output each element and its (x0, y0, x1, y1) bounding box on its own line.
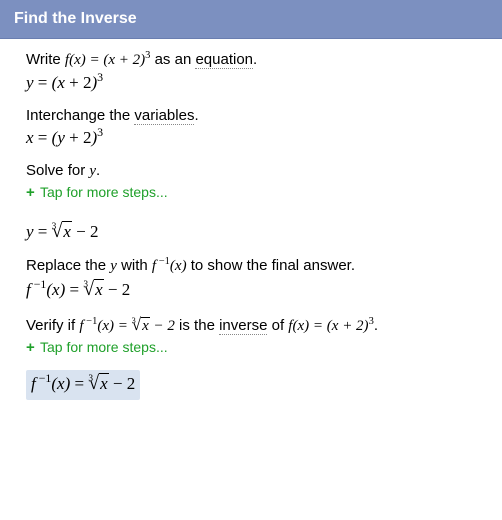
term-inverse-link[interactable]: inverse (219, 317, 267, 335)
math-inline: y (110, 258, 117, 274)
term-equation-link[interactable]: equation (195, 51, 253, 69)
expand-label: Tap for more steps... (40, 184, 168, 200)
step-1-desc: Write f(x) = (x + 2)3 as an equation. (26, 51, 476, 69)
text: . (96, 162, 100, 179)
content-area: Write f(x) = (x + 2)3 as an equation. y … (0, 39, 502, 400)
step-2-desc: Interchange the variables. (26, 107, 476, 124)
math-inline: f(x) = (x + 2)3 (288, 318, 374, 334)
step-4-desc: Replace the y with f −1(x) to show the f… (26, 257, 476, 275)
text: with (117, 257, 152, 274)
step-4-result: f −1(x) = 3√x − 2 (26, 279, 130, 301)
text: . (253, 51, 257, 68)
step-3-desc: Solve for y. (26, 162, 476, 180)
step-5-desc: Verify if f −1(x) = 3√x − 2 is the inver… (26, 315, 476, 335)
text: Verify if (26, 317, 79, 334)
text: Replace the (26, 257, 110, 274)
text: as an (150, 51, 195, 68)
step-1: Write f(x) = (x + 2)3 as an equation. y … (26, 51, 476, 93)
final-answer-wrap: f −1(x) = 3√x − 2 (26, 370, 476, 400)
math-inline: f(x) = (x + 2)3 (65, 52, 151, 68)
text: Solve for (26, 162, 89, 179)
term-variables-link[interactable]: variables (134, 107, 194, 125)
text: Write (26, 51, 65, 68)
math-inline: f −1(x) (152, 258, 187, 274)
text: Interchange the (26, 107, 134, 124)
plus-icon: + (26, 339, 40, 356)
step-2-result: x = (y + 2)3 (26, 128, 103, 148)
step-5: Verify if f −1(x) = 3√x − 2 is the inver… (26, 315, 476, 356)
expand-step-5[interactable]: +Tap for more steps... (26, 339, 476, 356)
step-3: Solve for y. +Tap for more steps... y = … (26, 162, 476, 243)
final-answer: f −1(x) = 3√x − 2 (26, 370, 140, 400)
step-1-result: y = (x + 2)3 (26, 73, 103, 93)
text: . (374, 317, 378, 334)
step-3-result: y = 3√x − 2 (26, 221, 99, 243)
panel-title: Find the Inverse (14, 10, 137, 27)
panel-header: Find the Inverse (0, 0, 502, 39)
text: of (267, 317, 288, 334)
plus-icon: + (26, 184, 40, 201)
step-4: Replace the y with f −1(x) to show the f… (26, 257, 476, 301)
step-2: Interchange the variables. x = (y + 2)3 (26, 107, 476, 148)
expand-step-3[interactable]: +Tap for more steps... (26, 184, 476, 201)
text: to show the final answer. (187, 257, 355, 274)
text: . (194, 107, 198, 124)
math-inline: f −1(x) = 3√x − 2 (79, 318, 175, 334)
text: is the (175, 317, 219, 334)
expand-label: Tap for more steps... (40, 339, 168, 355)
